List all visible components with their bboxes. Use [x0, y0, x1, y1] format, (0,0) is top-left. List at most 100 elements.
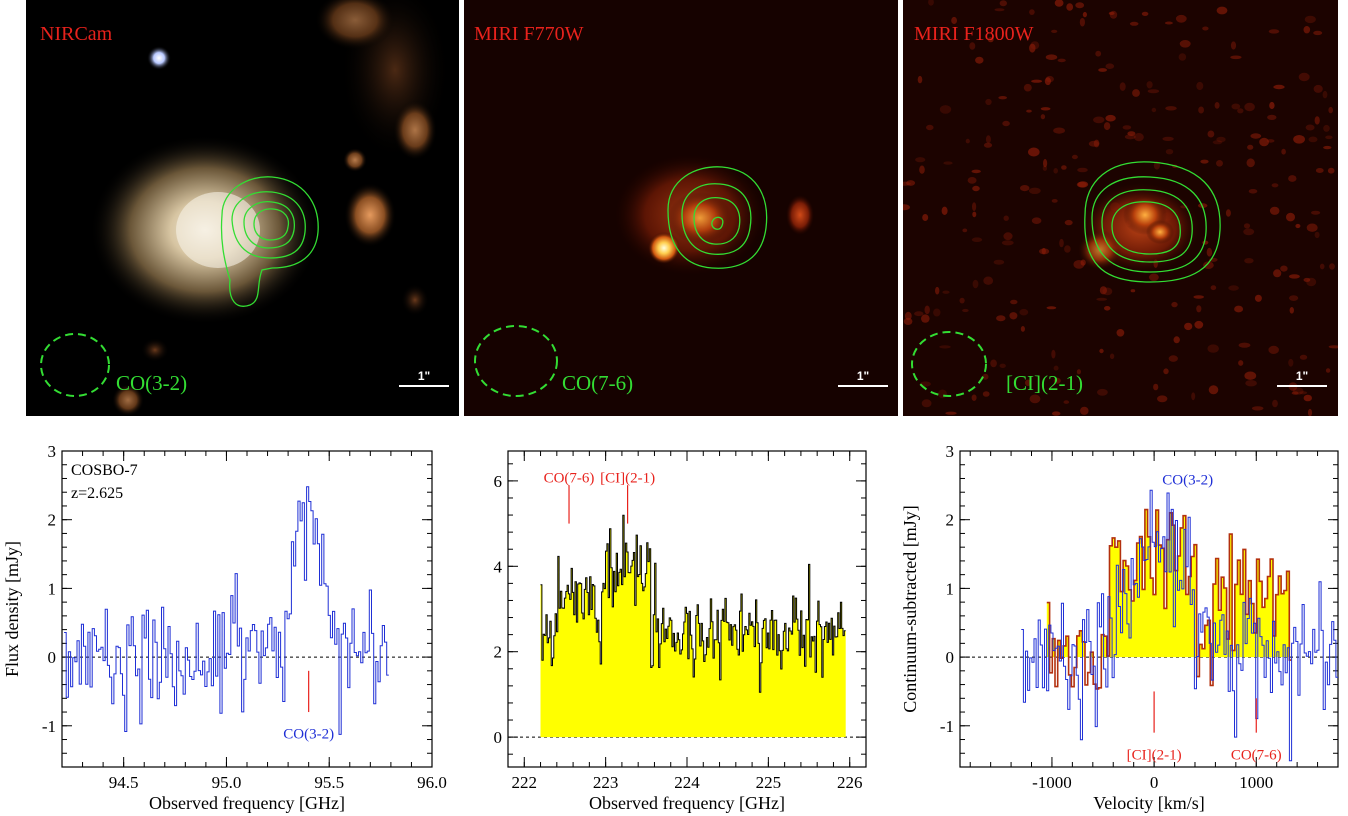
noise-speck [1212, 140, 1223, 145]
noise-speck [1250, 133, 1262, 139]
noise-speck [1109, 353, 1115, 360]
noise-speck [1079, 17, 1085, 27]
x-tick-label: 222 [512, 773, 538, 792]
noise-speck [971, 169, 981, 174]
noise-speck [1045, 54, 1058, 60]
noise-speck [1245, 380, 1257, 387]
noise-speck [1010, 299, 1018, 305]
noise-speck [1053, 365, 1059, 371]
noise-speck [1329, 263, 1335, 270]
spectrum-plot-co32: 94.5 95.0 95.5 96.0 -1 0 1 2 3 Observed frequency… [2, 442, 447, 813]
noise-speck [1028, 187, 1041, 194]
noise-speck [965, 138, 970, 144]
noise-speck [1088, 140, 1100, 147]
noise-speck [906, 180, 916, 186]
noise-speck [1165, 106, 1177, 111]
y-tick-label: 2 [946, 511, 955, 530]
noise-speck [1214, 102, 1220, 109]
noise-speck [1105, 114, 1116, 122]
noise-speck [1319, 263, 1325, 270]
y-tick-label: -1 [42, 717, 56, 736]
annotation-text: z=2.625 [71, 485, 123, 502]
noise-speck [1053, 127, 1065, 134]
noise-speck [945, 411, 957, 415]
noise-speck [1231, 103, 1241, 110]
noise-speck [1063, 400, 1070, 404]
noise-speck [1130, 289, 1136, 293]
noise-speck [1019, 308, 1029, 316]
scalebar-label: 1" [1296, 369, 1308, 383]
noise-speck [1203, 261, 1214, 270]
y-tick-label: 2 [48, 511, 57, 530]
noise-speck [939, 345, 951, 349]
noise-speck [1178, 53, 1187, 61]
noise-speck [1082, 11, 1087, 18]
image-panel-miri-f1800w: MIRI F1800W [CI](2-1) 1" [903, 0, 1338, 416]
noise-speck [922, 214, 929, 221]
noise-speck [1051, 29, 1058, 33]
noise-speck [1051, 199, 1058, 203]
noise-speck [941, 206, 948, 215]
noise-speck [1268, 345, 1279, 354]
noise-speck [935, 286, 940, 295]
beam-ellipse [40, 333, 110, 397]
noise-speck [1025, 379, 1031, 387]
noise-speck [1102, 287, 1113, 296]
noise-speck [1030, 41, 1040, 50]
noise-speck [1165, 149, 1174, 155]
noise-speck [1194, 320, 1204, 329]
noise-speck [1306, 277, 1317, 287]
noise-speck [967, 177, 977, 184]
noise-speck [1306, 223, 1318, 232]
line-label: CO(3-2) [116, 371, 187, 395]
noise-speck [1043, 159, 1048, 168]
noise-speck [1271, 183, 1279, 188]
x-axis-label: Observed frequency [GHz] [589, 793, 785, 813]
noise-speck [1141, 11, 1149, 16]
noise-speck [1173, 336, 1180, 344]
x-axis-label: Observed frequency [GHz] [149, 793, 345, 813]
noise-speck [1251, 406, 1264, 411]
noise-speck [1076, 369, 1081, 375]
y-tick-label: 3 [946, 442, 955, 461]
noise-speck [1044, 77, 1051, 86]
noise-speck [1103, 122, 1111, 131]
noise-speck [1093, 116, 1105, 124]
noise-speck [972, 185, 980, 192]
noise-speck [1315, 168, 1324, 173]
ci21-contours [1084, 161, 1221, 283]
noise-speck [1216, 136, 1226, 143]
noise-speck [1293, 135, 1305, 144]
noise-speck [1314, 116, 1320, 125]
noise-speck [982, 373, 989, 380]
noise-speck [1149, 273, 1159, 282]
y-tick-label: 3 [48, 442, 57, 461]
y-tick-label: -1 [940, 717, 954, 736]
noise-speck [1029, 43, 1036, 53]
noise-speck [1323, 124, 1330, 132]
noise-speck [983, 276, 994, 285]
noise-speck [1071, 154, 1078, 160]
noise-speck [1077, 181, 1089, 188]
noise-speck [1099, 286, 1107, 295]
x-tick-label: 0 [1150, 773, 1159, 792]
noise-speck [1244, 258, 1254, 264]
noise-speck [1116, 329, 1125, 337]
noise-speck [1003, 215, 1009, 221]
noise-speck [1039, 248, 1050, 255]
noise-speck [998, 96, 1007, 100]
noise-speck [1053, 377, 1061, 384]
noise-speck [1244, 102, 1255, 112]
noise-speck [1104, 306, 1111, 311]
noise-speck [1129, 21, 1139, 26]
noise-speck [962, 228, 968, 233]
noise-speck [983, 142, 993, 148]
noise-speck [914, 311, 924, 317]
noise-speck [1328, 345, 1338, 349]
noise-speck [1196, 305, 1202, 313]
noise-speck [1281, 148, 1286, 155]
noise-speck [1127, 131, 1136, 137]
noise-speck [1288, 274, 1300, 279]
noise-speck [1308, 136, 1318, 143]
noise-speck [1064, 245, 1071, 253]
